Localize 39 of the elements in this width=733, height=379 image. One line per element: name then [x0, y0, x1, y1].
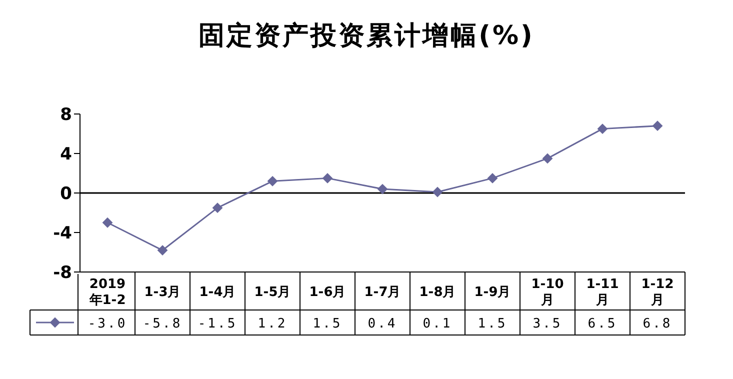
- x-tick-label: 1-9月: [474, 285, 511, 300]
- x-tick-label: 1-12月: [641, 277, 674, 308]
- data-label: -1.5: [198, 316, 238, 332]
- data-label: 1.2: [258, 316, 288, 332]
- point: [322, 173, 332, 184]
- data-label: -3.0: [88, 316, 128, 332]
- x-tick-label: 1-8月: [419, 285, 456, 300]
- data-label: 6.8: [642, 316, 672, 332]
- point: [212, 202, 222, 213]
- data-label: 0.1: [422, 316, 452, 332]
- x-tick-label: 1-3月: [144, 285, 181, 300]
- y-tick-label: -8: [53, 263, 72, 284]
- point: [598, 124, 608, 134]
- data-label: 6.5: [588, 316, 618, 332]
- data-label: 1.5: [478, 316, 508, 332]
- data-label: 3.5: [532, 316, 562, 332]
- x-tick-label: 1-5月: [254, 285, 291, 300]
- point: [378, 184, 388, 194]
- x-tick-label: 2019年1-2: [88, 277, 126, 308]
- data-label: -5.8: [142, 316, 182, 332]
- chart-title: 固定资产投资累计增幅(%): [198, 20, 536, 53]
- y-tick-label: 0: [60, 184, 72, 204]
- point: [158, 245, 168, 256]
- point: [542, 153, 552, 164]
- x-tick-label: 1-7月: [364, 285, 401, 300]
- point: [268, 176, 278, 186]
- data-label: 0.4: [368, 316, 398, 332]
- data-label: 1.5: [312, 316, 342, 332]
- point: [102, 218, 112, 228]
- point: [432, 187, 442, 198]
- x-tick-label: 1-6月: [309, 285, 346, 300]
- y-tick-label: -4: [53, 224, 72, 244]
- y-tick-label: 8: [60, 105, 72, 126]
- y-tick-label: 4: [60, 144, 72, 165]
- point: [488, 173, 498, 184]
- x-tick-label: 1-10月: [531, 277, 564, 308]
- x-tick-label: 1-4月: [199, 285, 236, 300]
- point: [652, 120, 662, 131]
- x-tick-label: 1-11月: [586, 277, 619, 308]
